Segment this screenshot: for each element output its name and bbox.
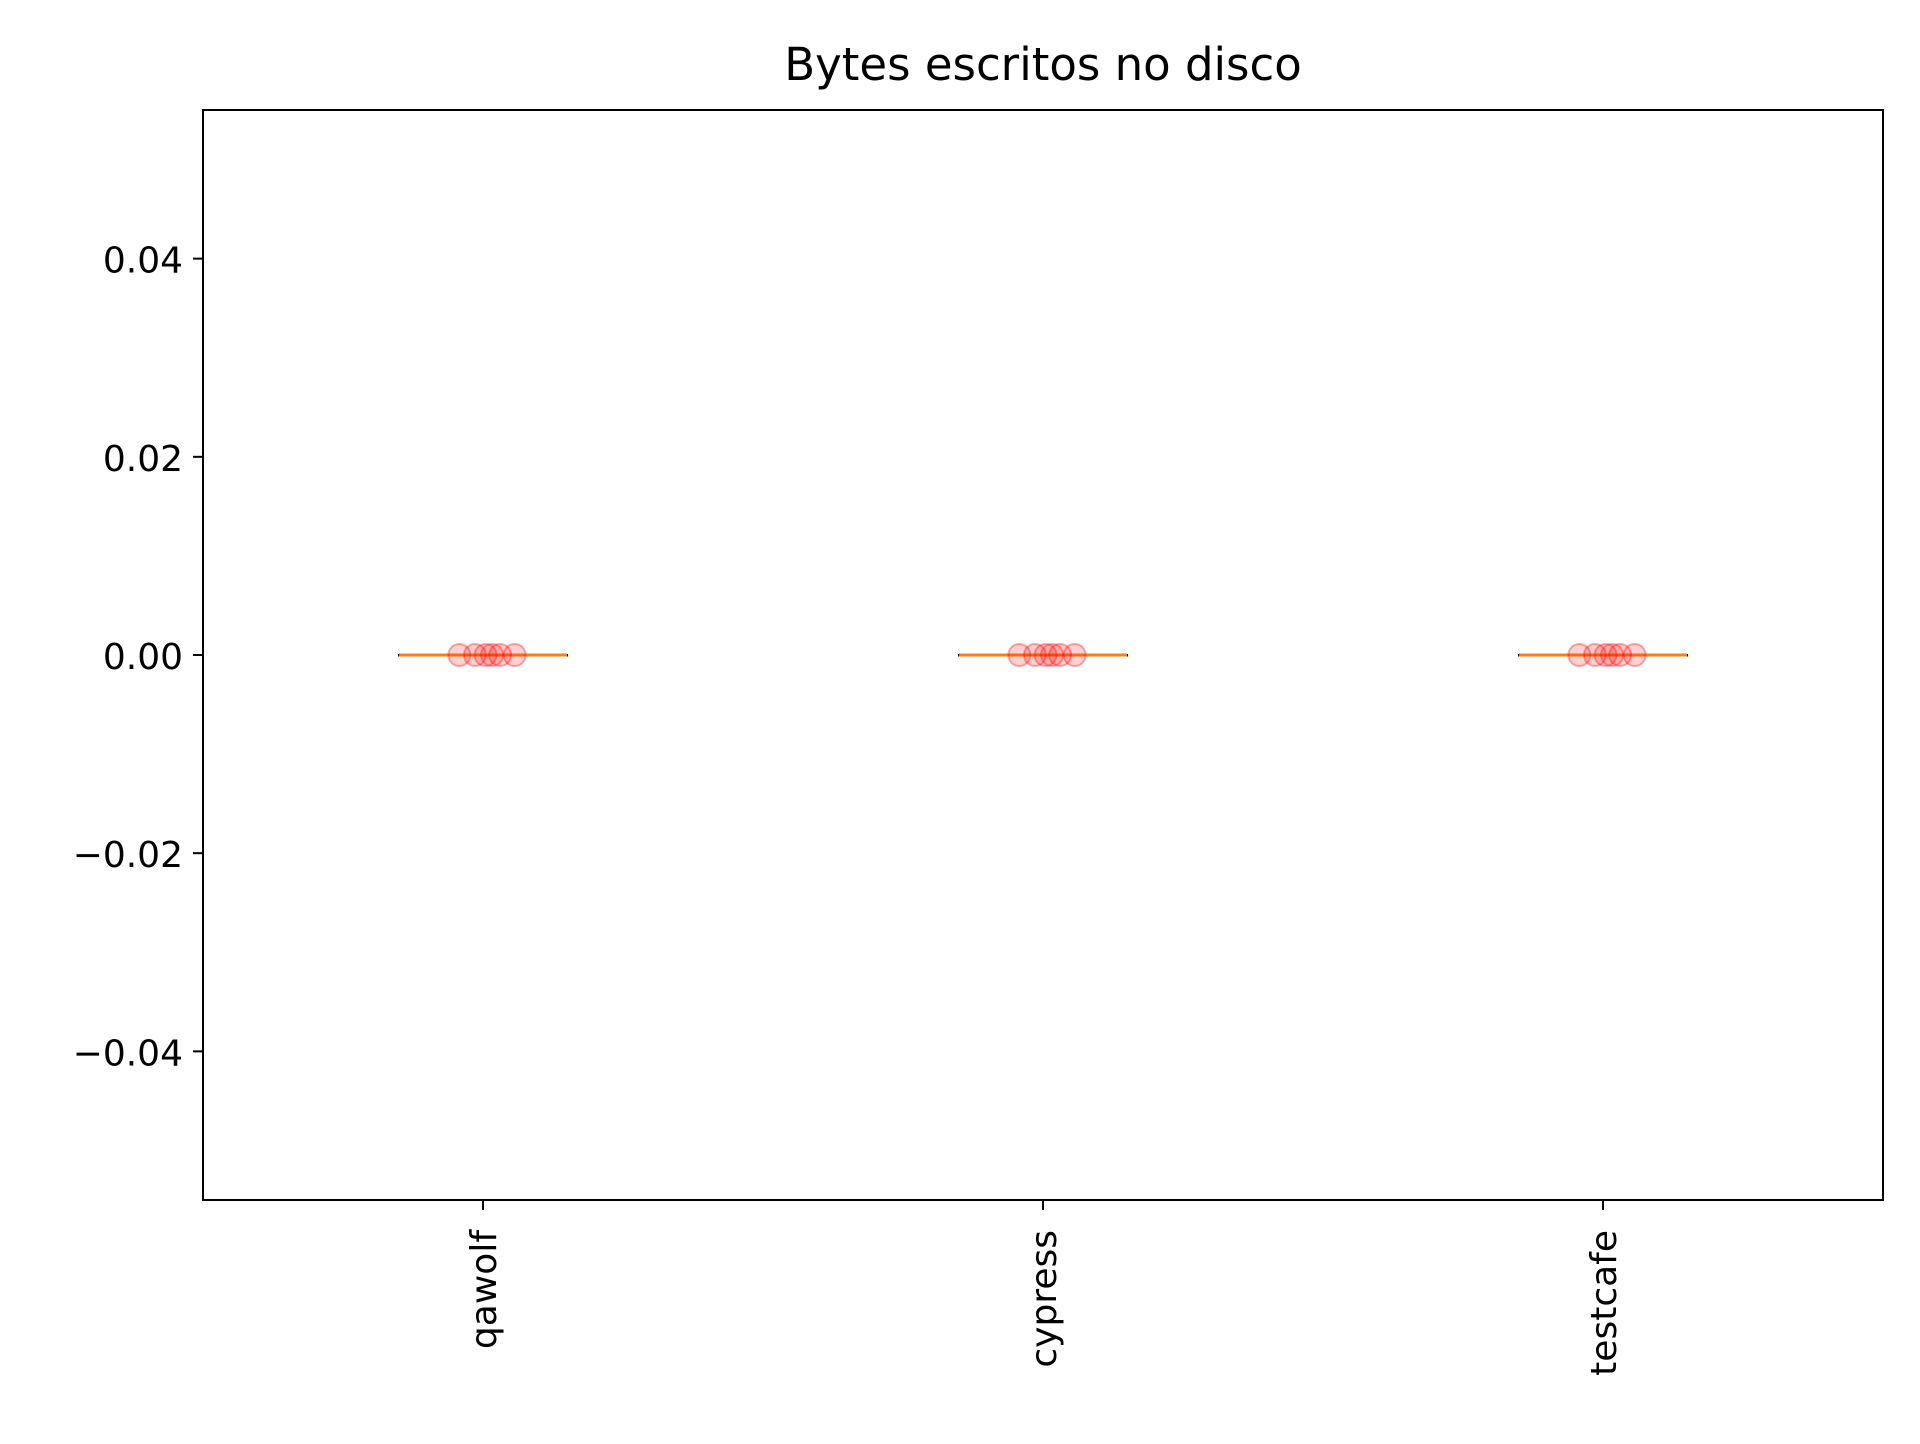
data-point-testcafe: [1600, 643, 1625, 667]
data-point-qawolf: [473, 643, 498, 667]
data-point-testcafe: [1593, 643, 1618, 667]
y-tick-label: 0.04: [103, 241, 183, 282]
data-point-testcafe: [1567, 643, 1592, 667]
data-point-qawolf: [488, 643, 513, 667]
chart-title: Bytes escritos no disco: [784, 38, 1302, 91]
plot-area: −0.04 −0.02 0.00 0.02 0.04 qawolf cypress testc…: [73, 241, 1688, 1376]
y-tick-label: 0.02: [103, 439, 183, 480]
plot-frame: [202, 109, 1884, 1201]
data-point-testcafe: [1582, 643, 1607, 667]
data-point-qawolf: [502, 643, 527, 667]
data-point-cypress: [1033, 643, 1058, 667]
y-tick-label: 0.00: [103, 637, 183, 678]
data-point-cypress: [1022, 643, 1047, 667]
data-point-testcafe: [1622, 643, 1647, 667]
data-point-cypress: [1007, 643, 1032, 667]
data-point-cypress: [1040, 643, 1065, 667]
y-tick-label: −0.04: [73, 1033, 183, 1074]
data-point-cypress: [1062, 643, 1087, 667]
x-tick-label: cypress: [1024, 1230, 1065, 1368]
x-tick-label: qawolf: [464, 1229, 505, 1349]
data-point-qawolf: [462, 643, 487, 667]
data-point-qawolf: [447, 643, 472, 667]
y-tick-label: −0.02: [73, 835, 183, 876]
data-point-qawolf: [480, 643, 505, 667]
data-point-testcafe: [1608, 643, 1633, 667]
x-tick-label: testcafe: [1584, 1230, 1625, 1376]
data-point-cypress: [1048, 643, 1073, 667]
